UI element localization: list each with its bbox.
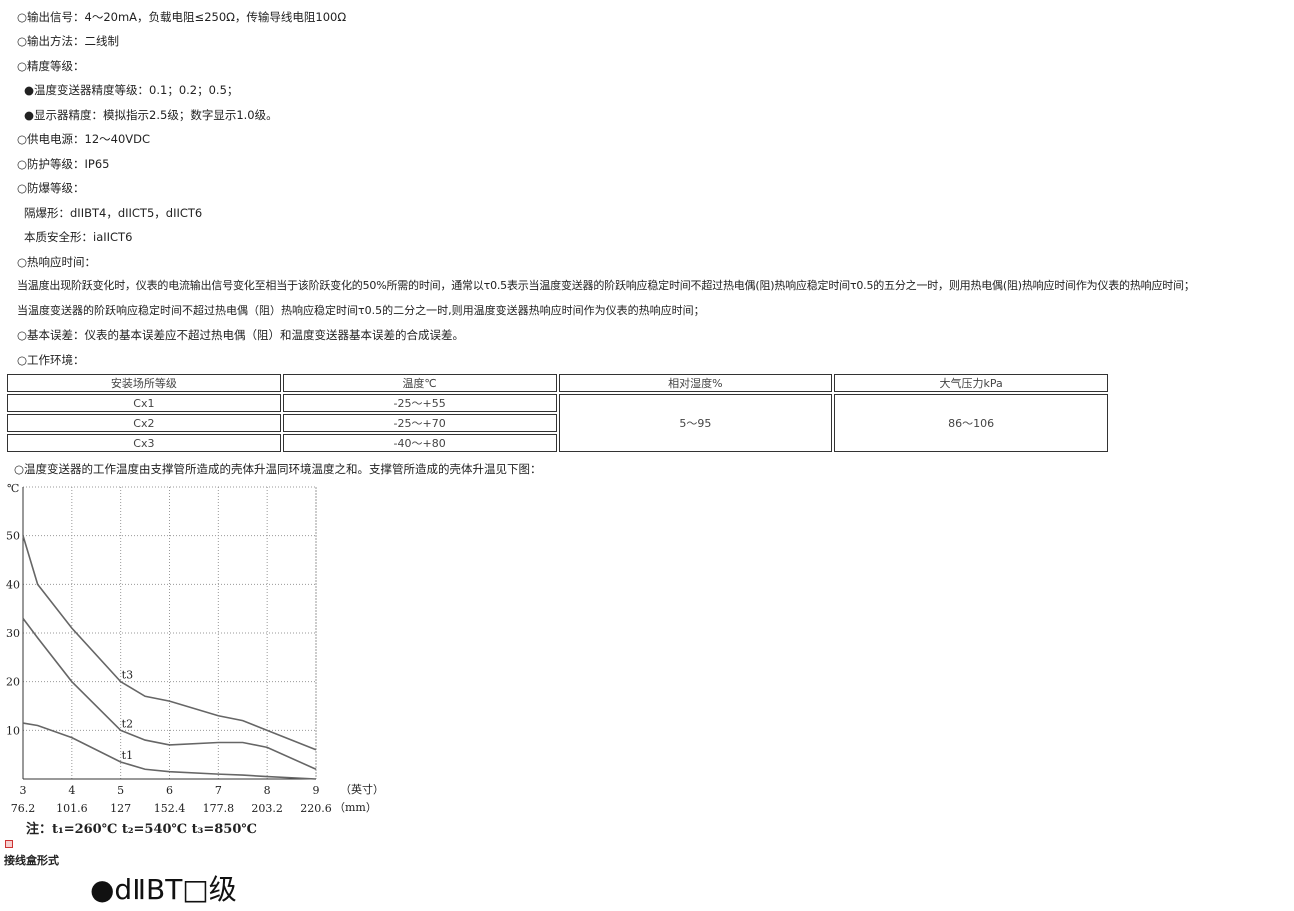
x2-unit: （mm） [334, 801, 377, 814]
y-tick-label: 30 [6, 627, 20, 640]
curve [22, 535, 317, 751]
x-tick-label: 8 [264, 784, 271, 797]
x-tick-label: 3 [20, 784, 27, 797]
note: 注：t₁=260℃ t₂=540℃ t₃=850℃ [26, 821, 257, 837]
text-line: ○输出信号：4～20mA，负载电阻≤250Ω，传输导线电阻100Ω [17, 10, 347, 24]
x-unit: （英寸） [340, 782, 384, 796]
header-cell: 安装场所等级 [7, 374, 281, 392]
cell: 5～95 [558, 394, 833, 452]
text-line: 隔爆形：dIIBT4，dIICT5，dIICT6 [24, 206, 203, 220]
text-line: ○工作环境： [17, 353, 85, 367]
cell: Cx1 [7, 394, 281, 412]
x2-tick-label: 127 [110, 802, 131, 815]
environment-table: 安装场所等级 温度℃ 相对湿度% 大气压力kPa Cx1 -25～+55 5～9… [5, 372, 1110, 454]
curve [22, 617, 317, 770]
chart: ℃ （英寸） （mm） 注：t₁=260℃ t₂=540℃ t₃=850℃ 10… [6, 482, 384, 837]
x2-tick-label: 220.6 [300, 802, 332, 815]
text-line: ○防护等级：IP65 [17, 157, 110, 171]
text-line: ●温度变送器精度等级：0.1；0.2；0.5； [24, 83, 239, 97]
x-tick-label: 4 [68, 784, 75, 797]
icon [5, 840, 13, 848]
x-tick-label: 6 [166, 784, 173, 797]
text-line: ●显示器精度：模拟指示2.5级；数字显示1.0级。 [24, 108, 278, 122]
x-tick-label: 5 [117, 784, 124, 797]
y-axis-label: ℃ [7, 482, 19, 495]
header-cell: 相对湿度% [558, 374, 833, 392]
caption: ○温度变送器的工作温度由支撑管所造成的壳体升温同环境温度之和。支撑管所造成的壳体… [14, 462, 542, 476]
curve-label: t3 [122, 669, 133, 682]
text-line: ○精度等级： [17, 59, 85, 73]
text-line: ○防爆等级： [17, 181, 85, 195]
x2-tick-label: 101.6 [56, 802, 88, 815]
curve-label: t2 [122, 717, 133, 730]
cell: -25～+55 [282, 394, 557, 412]
text-line: ○基本误差：仪表的基本误差应不超过热电偶（阻）和温度变送器基本误差的合成误差。 [17, 328, 465, 342]
x2-tick-label: 76.2 [11, 802, 36, 815]
y-tick-label: 10 [6, 724, 20, 737]
y-tick-label: 40 [6, 578, 20, 591]
heading: ●dⅡBT□级 [90, 873, 237, 906]
x-tick-label: 7 [215, 784, 222, 797]
text-line: ○热响应时间： [17, 255, 97, 269]
text-line: ○供电电源：12～40VDC [17, 132, 151, 146]
curve-label: t1 [122, 749, 133, 762]
x-tick-label: 9 [313, 784, 320, 797]
y-tick-label: 50 [6, 530, 20, 543]
cell: 86～106 [834, 394, 1108, 452]
y-tick-label: 20 [6, 676, 20, 689]
header-cell: 大气压力kPa [834, 374, 1108, 392]
cell: -40～+80 [282, 434, 557, 452]
text-line: 当温度变送器的阶跃响应稳定时间不超过热电偶（阻）热响应稳定时间τ0.5的二分之一… [17, 304, 705, 317]
cell: Cx3 [7, 434, 281, 452]
x2-tick-label: 177.8 [203, 802, 235, 815]
x2-tick-label: 203.2 [251, 802, 283, 815]
x2-tick-label: 152.4 [154, 802, 186, 815]
text-line: 本质安全形：iaIICT6 [24, 230, 133, 244]
curve [22, 722, 317, 780]
cell: -25～+70 [282, 414, 557, 432]
section-title: 接线盒形式 [4, 854, 59, 867]
text-line: ○输出方法：二线制 [17, 34, 120, 48]
text-line: 当温度出现阶跃变化时，仪表的电流输出信号变化至相当于该阶跃变化的50%所需的时间… [17, 279, 1195, 292]
header-cell: 温度℃ [282, 374, 557, 392]
cell: Cx2 [7, 414, 281, 432]
